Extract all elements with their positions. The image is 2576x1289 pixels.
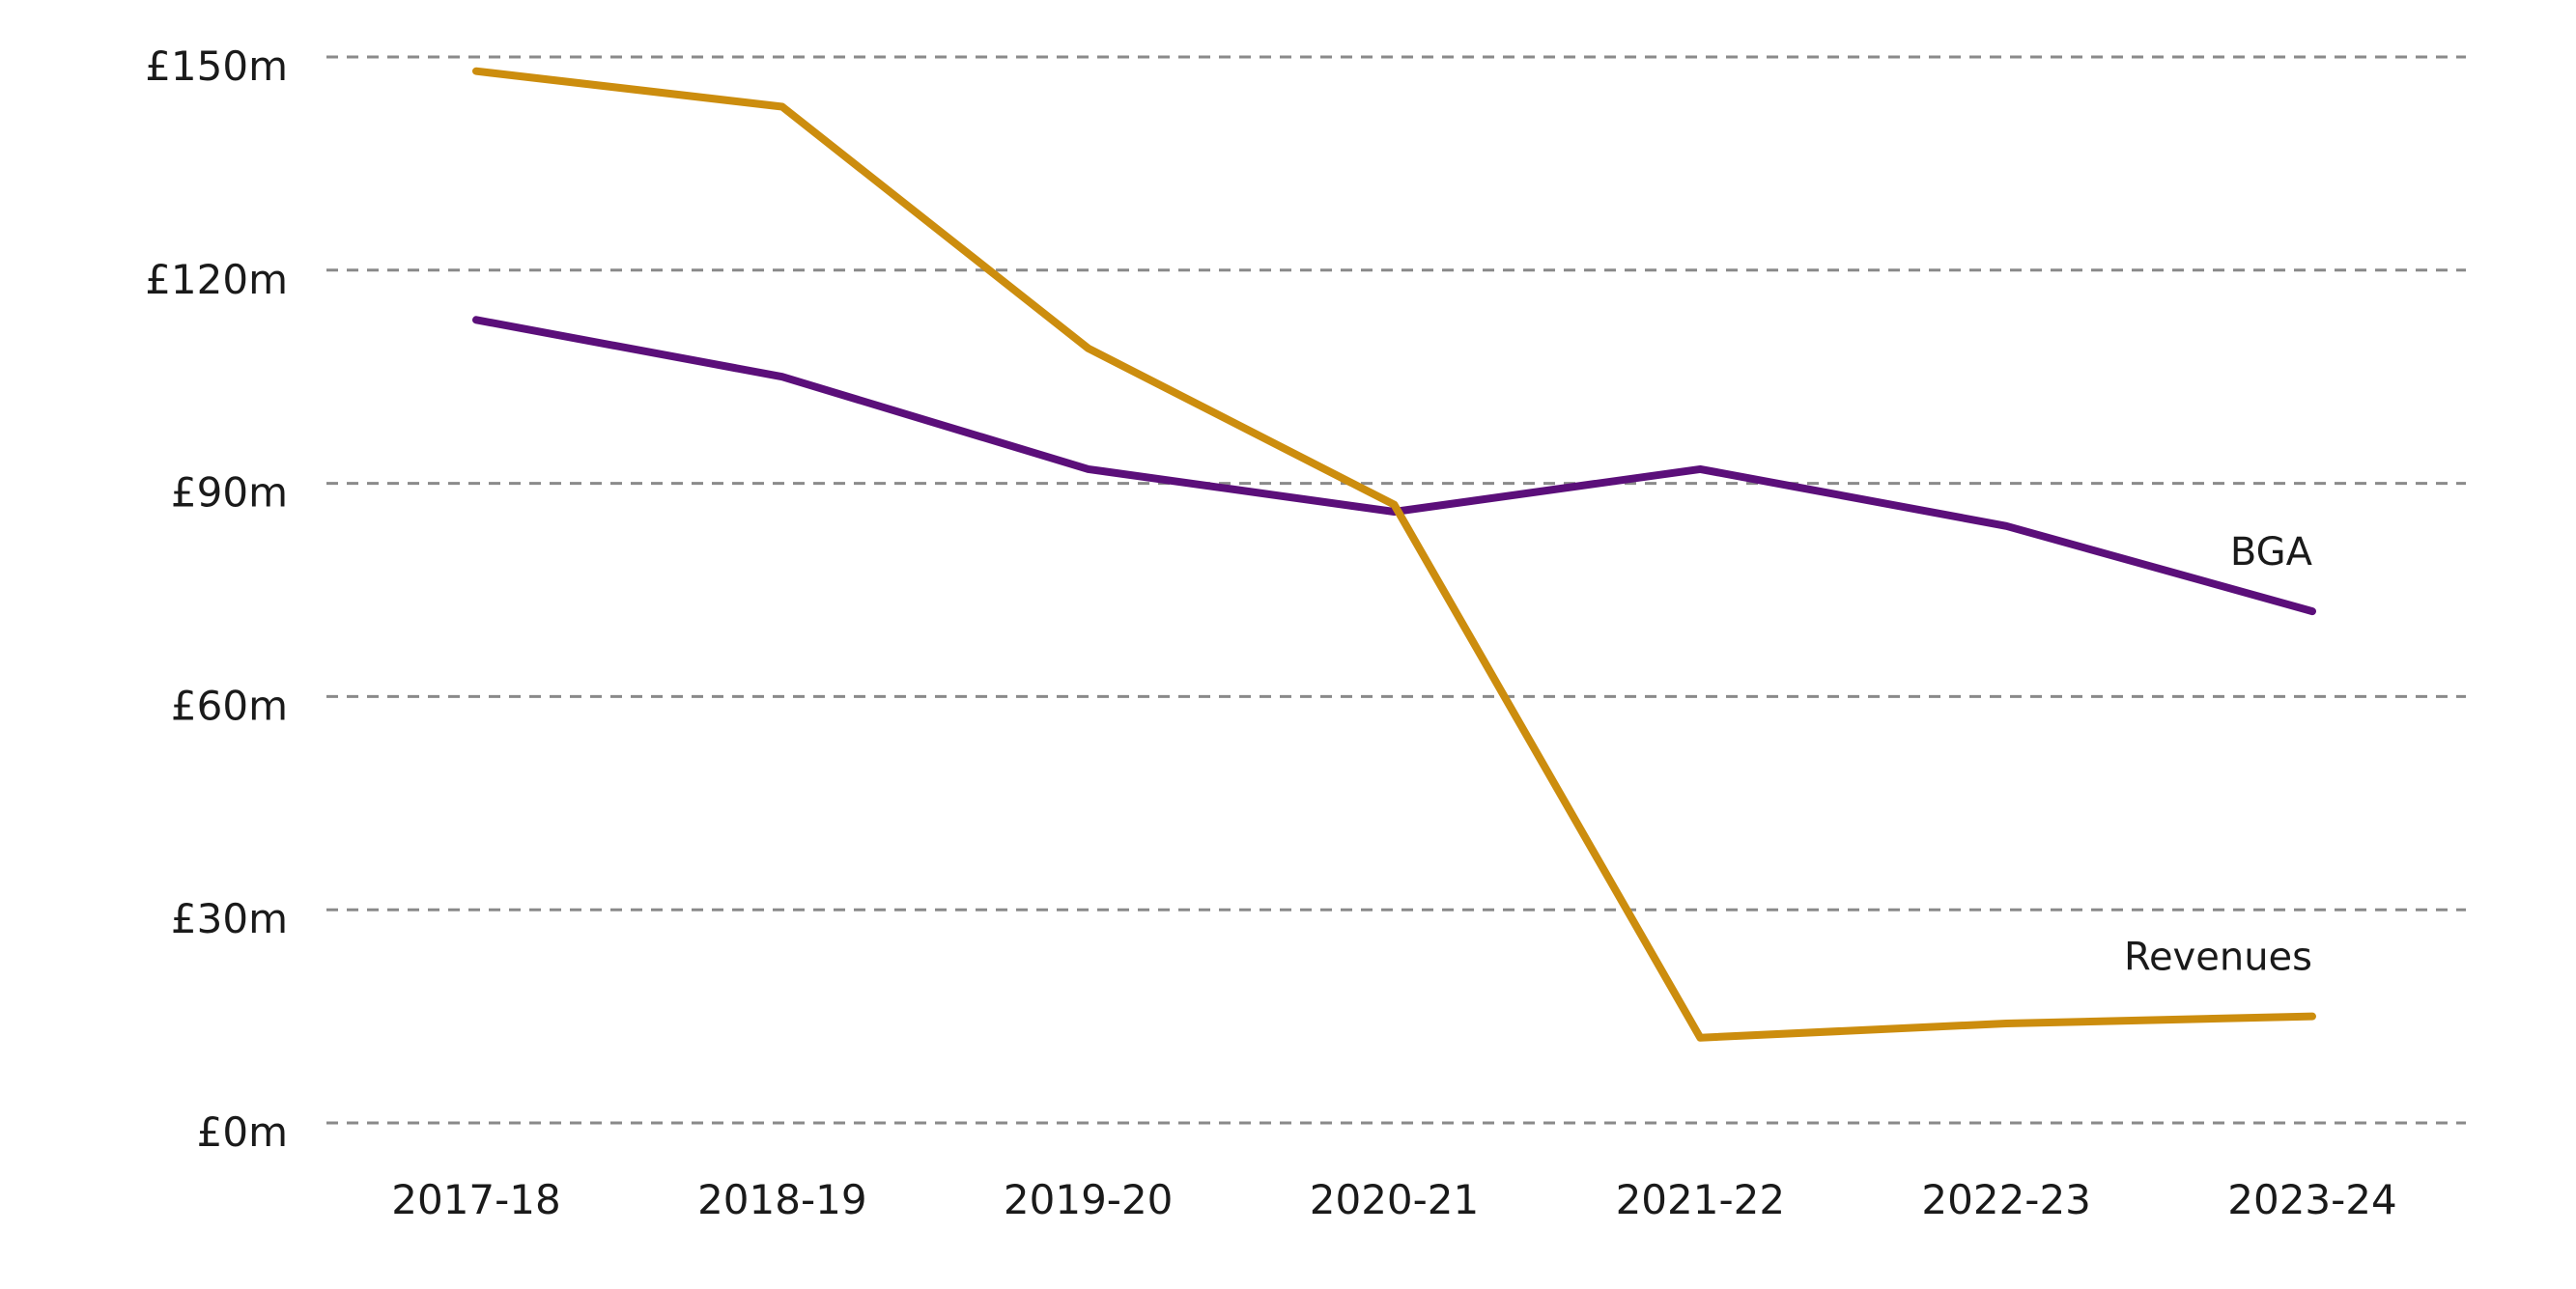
x-tick-label: 2017-18 — [391, 1176, 561, 1223]
x-axis-tick-labels: 2017-18 2018-19 2019-20 2020-21 2021-22 2022-… — [391, 1176, 2397, 1223]
y-tick-label: £60m — [171, 682, 288, 729]
y-tick-label: £120m — [145, 256, 288, 303]
series-line-bga — [472, 316, 2316, 616]
x-tick-label: 2018-19 — [697, 1176, 867, 1223]
y-tick-label: £0m — [197, 1108, 288, 1156]
x-tick-label: 2022-23 — [1921, 1176, 2091, 1223]
series-label-revenues: Revenues — [2124, 936, 2312, 980]
series-line-revenues — [472, 67, 2316, 1042]
y-axis-tick-labels: £0m £30m £60m £90m £120m £150m — [145, 42, 288, 1156]
x-tick-label: 2019-20 — [1004, 1176, 1174, 1223]
y-tick-label: £30m — [171, 895, 288, 942]
x-tick-label: 2021-22 — [1616, 1176, 1786, 1223]
x-tick-label: 2020-21 — [1310, 1176, 1480, 1223]
series-label-bga: BGA — [2230, 530, 2313, 574]
x-tick-label: 2023-24 — [2227, 1176, 2397, 1223]
y-tick-label: £150m — [145, 42, 288, 90]
series-labels: BGA Revenues — [2124, 530, 2313, 980]
series-lines — [472, 67, 2316, 1042]
y-tick-label: £90m — [171, 469, 288, 517]
